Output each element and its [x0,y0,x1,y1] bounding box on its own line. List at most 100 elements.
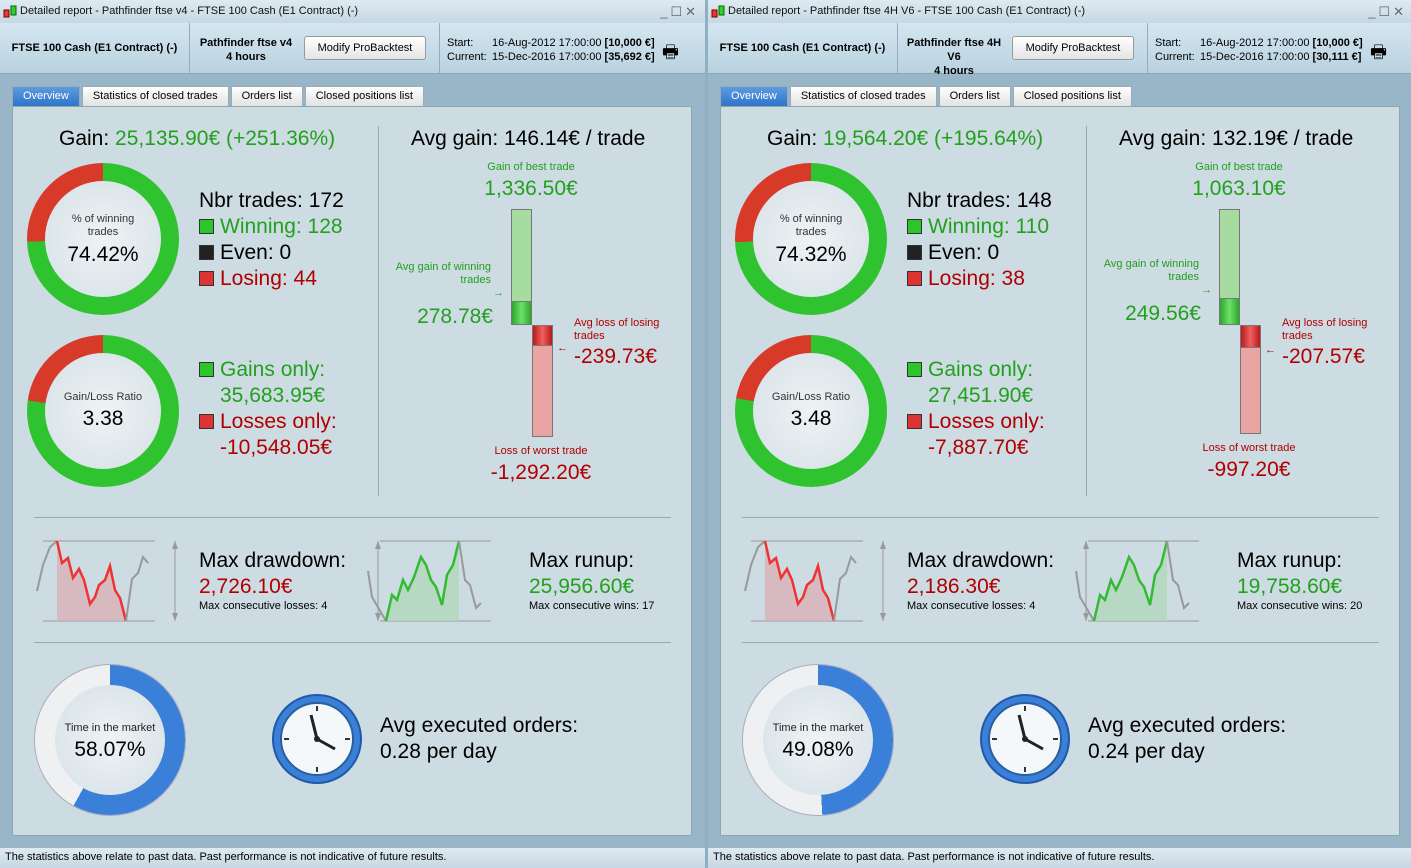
tab-statistics[interactable]: Statistics of closed trades [789,86,937,106]
report-window-2: Detailed report - Pathfinder ftse 4H V6 … [708,0,1411,868]
even-swatch-icon [199,245,214,260]
time-in-market-value: 58.07% [74,738,146,761]
max-consecutive-wins: Max consecutive wins: 20 [1237,600,1363,612]
avg-win-label: Avg gain of winning trades [395,260,491,286]
report-window-1: Detailed report - Pathfinder ftse v4 - F… [0,0,705,868]
title-bar: Detailed report - Pathfinder ftse 4H V6 … [708,0,1411,23]
losing-swatch-icon [199,271,214,286]
max-drawdown-label: Max drawdown: [907,549,1055,572]
even-count: Even: 0 [220,241,292,264]
avg-loss-label: Avg loss of losing trades [1282,317,1368,342]
print-icon[interactable]: 🖶 [1370,42,1387,62]
losses-swatch-icon [199,414,214,429]
ratio-value: 3.48 [790,407,832,430]
max-consecutive-losses: Max consecutive losses: 4 [907,600,1036,612]
gains-losses: Gains only: 27,451.90€ Losses only: -7,8… [907,357,1045,461]
max-consecutive-losses: Max consecutive losses: 4 [199,600,328,612]
report-header: FTSE 100 Cash (E1 Contract) (-) Pathfind… [0,23,705,74]
worst-trade-value: -1,292.20€ [490,461,592,485]
current-label: Current: [447,51,487,63]
avg-gain: Avg gain: 132.19€ / trade [1119,127,1353,151]
minimize-icon[interactable]: _ [660,4,671,19]
avg-win-value: 249.56€ [1125,301,1201,325]
avg-loss-bar [532,325,553,346]
nbr-trades: Nbr trades: 148 [907,189,1052,212]
max-runup-label: Max runup: [529,549,635,572]
timeframe: 4 hours [934,65,974,77]
instrument-name: FTSE 100 Cash (E1 Contract) (-) [708,23,898,73]
trade-counts: Nbr trades: 172 Winning: 128 Even: 0 Los… [199,188,344,292]
tab-closed-positions[interactable]: Closed positions list [304,86,424,106]
avg-executed-orders-value: 0.28 per day [380,740,497,763]
avg-win-value: 278.78€ [417,304,493,328]
ratio-value: 3.38 [82,407,124,430]
current-date: 15-Dec-2016 17:00:00 [492,51,602,63]
tab-overview[interactable]: Overview [720,86,788,106]
current-date: 15-Dec-2016 17:00:00 [1200,51,1310,63]
avg-loss-arrow-icon: ← [1265,343,1276,356]
tab-orders-list[interactable]: Orders list [230,86,303,106]
losses-only-value: -10,548.05€ [220,436,333,459]
time-in-market-donut: Time in the market 49.08% [743,665,893,815]
losing-swatch-icon [907,271,922,286]
candlestick-logo-icon [3,5,17,18]
ratio-label: Gain/Loss Ratio [63,391,143,403]
max-runup-value: 19,758.60€ [1237,575,1343,598]
avg-gain-value: Avg gain: 146.14€ / trade [411,127,646,150]
max-consecutive-wins: Max consecutive wins: 17 [529,600,655,612]
gains-only-value: 35,683.95€ [220,384,326,407]
avg-win-bar [1219,297,1240,325]
losses-only-label: Losses only: [928,410,1045,433]
best-trade-value: 1,336.50€ [484,177,578,200]
report-header: FTSE 100 Cash (E1 Contract) (-) Pathfind… [708,23,1411,77]
drawdown-sparkline-icon [744,540,886,622]
time-in-market-value: 49.08% [782,738,854,761]
minimize-icon[interactable]: _ [1368,4,1379,19]
tab-statistics[interactable]: Statistics of closed trades [81,86,229,106]
start-date: 16-Aug-2012 17:00:00 [1200,37,1310,49]
winning-trades-donut: % of winning trades 74.42% [27,163,179,315]
tab-bar: Overview Statistics of closed trades Ord… [12,86,424,106]
max-drawdown-label: Max drawdown: [199,549,347,572]
print-icon[interactable]: 🖶 [662,42,679,62]
gain-value: 25,135.90€ (+251.36%) [115,127,336,150]
maximize-icon[interactable]: ☐ [1378,4,1394,19]
divider [742,642,1379,643]
overview-content: Gain: 19,564.20€ (+195.64%) % of winning… [720,106,1400,836]
avg-win-arrow-icon: → [493,286,504,299]
avg-executed-orders-label: Avg executed orders: [380,714,579,737]
losses-only-value: -7,887.70€ [928,436,1029,459]
gain-summary: Gain: 25,135.90€ (+251.36%) [59,127,335,151]
avg-loss-label: Avg loss of losing trades [574,317,660,342]
close-icon[interactable]: ✕ [685,4,699,19]
modify-probacktest-button[interactable]: Modify ProBacktest [304,36,426,60]
runup-sparkline-icon [367,540,491,622]
disclaimer-footer: The statistics above relate to past data… [708,848,1411,868]
time-in-market-donut: Time in the market 58.07% [35,665,185,815]
losses-only-label: Losses only: [220,410,337,433]
avg-executed-orders-value: 0.24 per day [1088,740,1205,763]
start-label: Start: [447,37,474,49]
tab-orders-list[interactable]: Orders list [938,86,1011,106]
time-in-market-label: Time in the market [772,722,864,734]
runup-sparkline-icon [1075,540,1199,622]
nbr-trades: Nbr trades: 172 [199,189,344,212]
maximize-icon[interactable]: ☐ [670,4,686,19]
win-pct-value: 74.32% [775,243,847,266]
best-trade-label: Gain of best trade [487,161,575,173]
tab-closed-positions[interactable]: Closed positions list [1012,86,1132,106]
even-count: Even: 0 [928,241,1000,264]
overview-content: Gain: 25,135.90€ (+251.36%) % of winning… [12,106,692,836]
vertical-divider [378,126,379,496]
max-drawdown-value: 2,186.30€ [907,575,1001,598]
winning-swatch-icon [907,219,922,234]
tab-overview[interactable]: Overview [12,86,80,106]
gain-summary: Gain: 19,564.20€ (+195.64%) [767,127,1043,151]
worst-trade-label: Loss of worst trade [494,445,588,458]
current-label: Current: [1155,51,1195,63]
win-pct-value: 74.42% [67,243,139,266]
modify-probacktest-button[interactable]: Modify ProBacktest [1012,36,1134,60]
gains-losses: Gains only: 35,683.95€ Losses only: -10,… [199,357,337,461]
close-icon[interactable]: ✕ [1393,4,1407,19]
winning-swatch-icon [199,219,214,234]
